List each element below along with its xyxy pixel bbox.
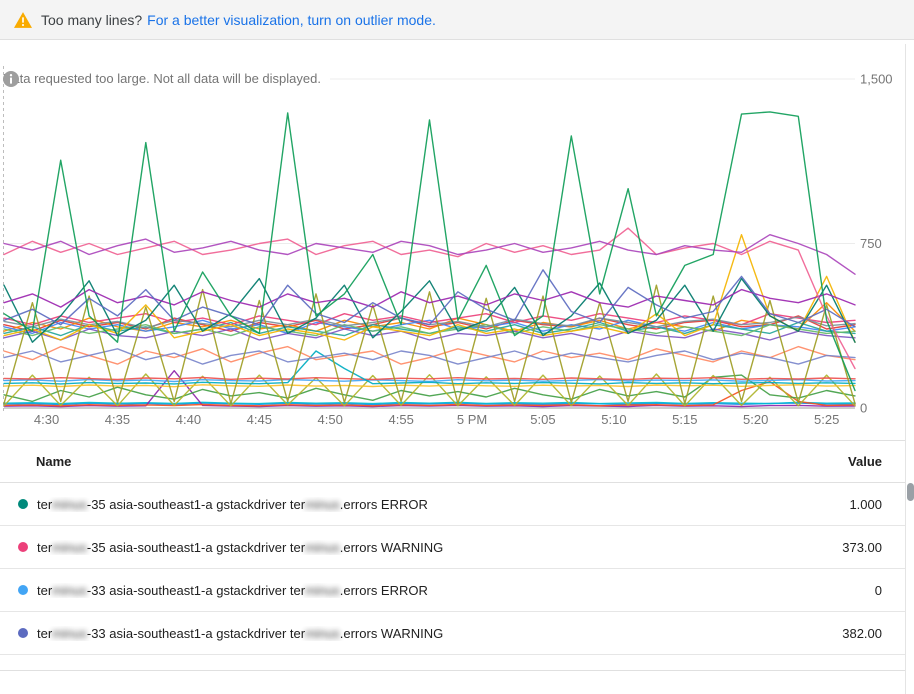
- redacted-text: minus: [52, 539, 87, 555]
- series-color-dot: [18, 628, 28, 638]
- legend-row[interactable]: terminus-35 asia-southeast1-a gstackdriv…: [0, 526, 914, 569]
- redacted-text: minus: [52, 582, 87, 598]
- series-color-dot: [18, 585, 28, 595]
- series-color-dot: [18, 542, 28, 552]
- legend-row[interactable]: terminus-33 asia-southeast1-a gstackdriv…: [0, 612, 914, 655]
- chart-line-series-21: [3, 284, 856, 405]
- x-axis-tick-label: 4:55: [389, 412, 414, 427]
- x-axis-tick-label: 5 PM: [457, 412, 487, 427]
- series-name: terminus-35 asia-southeast1-a gstackdriv…: [37, 539, 444, 555]
- x-axis-tick-label: 5:25: [814, 412, 839, 427]
- chart-line-series-09: [3, 350, 856, 385]
- chart-line-series-11: [3, 345, 856, 365]
- series-value: 373.00: [842, 539, 882, 555]
- chart-line-series-27: [3, 233, 856, 275]
- chart-line-series-10: [3, 384, 856, 388]
- info-icon: [3, 71, 19, 87]
- chart-line-series-17: [3, 313, 856, 326]
- x-axis-tick-label: 5:05: [530, 412, 555, 427]
- redacted-text: minus: [305, 539, 340, 555]
- banner-text: Too many lines?: [41, 11, 143, 28]
- redacted-text: minus: [305, 625, 340, 641]
- legend-header-name: Name: [36, 454, 72, 469]
- series-value: 382.00: [842, 625, 882, 641]
- redacted-text: minus: [52, 625, 87, 641]
- notice-text: Data requested too large. Not all data w…: [3, 71, 321, 86]
- chart-line-series-08: [3, 376, 856, 381]
- legend-row[interactable]: terminus-33 asia-southeast1-a gstackdriv…: [0, 569, 914, 612]
- scrollbar-thumb[interactable]: [907, 483, 914, 501]
- redacted-text: minus: [52, 496, 87, 512]
- legend-table: Name Value terminus-35 asia-southeast1-a…: [0, 440, 914, 671]
- y-axis-tick-label: 1,500: [860, 72, 893, 87]
- x-axis-tick-label: 4:35: [105, 412, 130, 427]
- x-axis-tick-label: 4:30: [34, 412, 59, 427]
- legend-header-value: Value: [848, 454, 882, 469]
- chart-line-series-02: [3, 401, 856, 405]
- chart-line-series-12: [3, 348, 856, 365]
- legend-header: Name Value: [0, 441, 914, 483]
- line-chart[interactable]: 1,500 750 0 4:30 4:35 4:40 4:45 4:50 4:55 5 PM 5:0…: [0, 40, 914, 440]
- chart-line-series-07: [3, 378, 856, 383]
- x-axis-tick-label: 5:15: [672, 412, 697, 427]
- y-axis-tick-label: 750: [860, 236, 882, 251]
- chart-line-series-28: [3, 111, 856, 392]
- x-axis-tick-label: 4:45: [247, 412, 272, 427]
- redacted-text: minus: [305, 496, 340, 512]
- chart-line-series-23: [3, 277, 856, 343]
- chart-area[interactable]: 1,500 750 0 4:30 4:35 4:40 4:45 4:50 4:55 5 PM 5:0…: [0, 40, 914, 440]
- chart-line-series-25: [3, 269, 856, 328]
- y-axis-tick-label: 0: [860, 401, 867, 416]
- series-color-dot: [18, 499, 28, 509]
- chart-line-series-26: [3, 227, 856, 370]
- chart-line-series-24: [3, 288, 856, 308]
- series-value: 0: [874, 582, 882, 598]
- vertical-scrollbar[interactable]: [905, 44, 914, 694]
- chart-line-series-22: [3, 233, 856, 343]
- legend-row[interactable]: terminus-35 asia-southeast1-a gstackdriv…: [0, 483, 914, 526]
- x-axis-tick-label: 4:40: [176, 412, 201, 427]
- series-name: terminus-33 asia-southeast1-a gstackdriv…: [37, 582, 428, 598]
- warning-banner: Too many lines? For a better visualizati…: [0, 0, 914, 40]
- chart-line-series-04: [3, 381, 856, 407]
- chart-line-series-18: [3, 328, 856, 341]
- series-name: terminus-35 asia-southeast1-a gstackdriv…: [37, 496, 428, 512]
- warning-icon: [14, 11, 32, 28]
- series-name: terminus-33 asia-southeast1-a gstackdriv…: [37, 625, 444, 641]
- redacted-text: minus: [305, 582, 340, 598]
- data-truncated-notice: Data requested too large. Not all data w…: [3, 71, 321, 87]
- x-axis-tick-label: 5:20: [743, 412, 768, 427]
- series-value: 1.000: [849, 496, 882, 512]
- x-axis-tick-label: 5:10: [601, 412, 626, 427]
- chart-line-series-06: [3, 373, 856, 407]
- legend-row-partial: [0, 655, 914, 671]
- x-axis-tick-label: 4:50: [318, 412, 343, 427]
- outlier-mode-link[interactable]: For a better visualization, turn on outl…: [147, 11, 436, 28]
